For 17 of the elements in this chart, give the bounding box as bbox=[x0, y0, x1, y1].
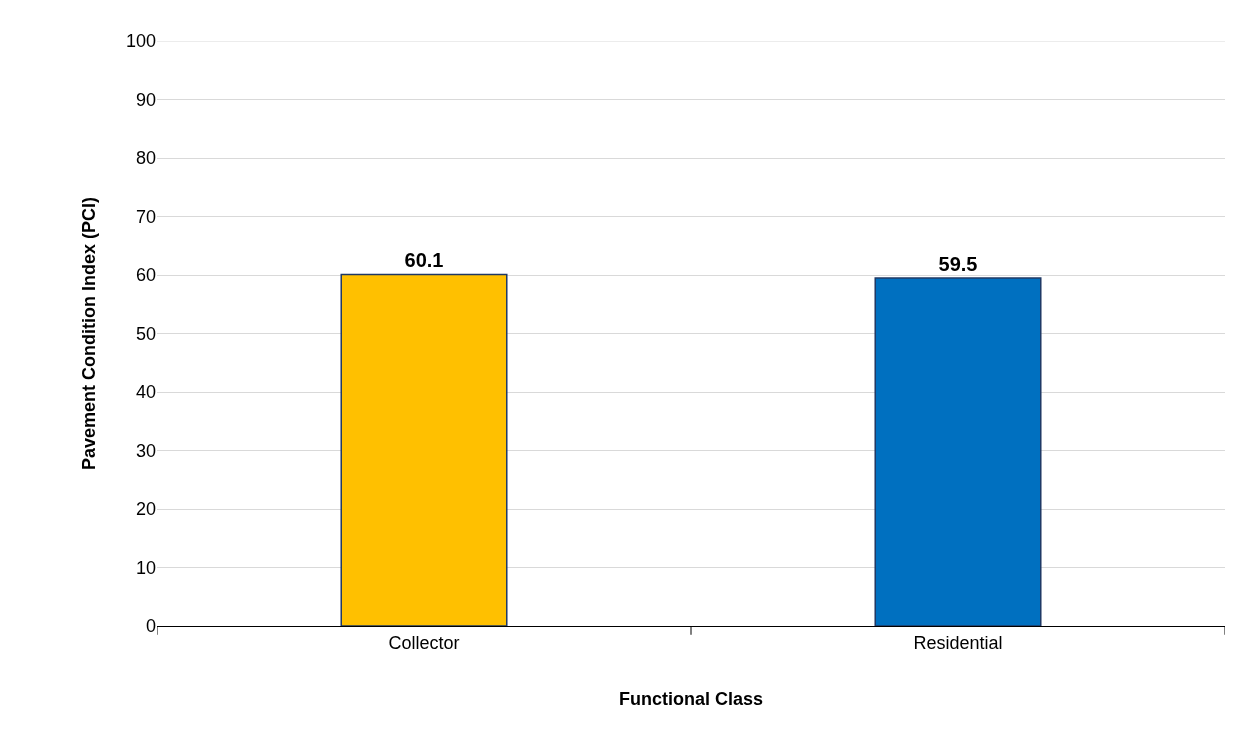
y-tick-label: 0 bbox=[145, 616, 156, 637]
data-label: 59.5 bbox=[938, 252, 978, 275]
y-tick-label: 100 bbox=[125, 31, 156, 52]
data-label: 60.1 bbox=[404, 249, 444, 272]
y-tick-label: 90 bbox=[135, 89, 156, 110]
x-axis-title: Functional Class bbox=[618, 688, 764, 709]
y-axis-title: Pavement Condition Index (PCI) bbox=[79, 196, 100, 471]
y-tick-label: 60 bbox=[135, 265, 156, 286]
y-tick-label: 80 bbox=[135, 148, 156, 169]
y-tick-label: 10 bbox=[135, 557, 156, 578]
y-tick-label: 20 bbox=[135, 499, 156, 520]
x-tick-label: Collector bbox=[388, 632, 460, 653]
y-tick-label: 50 bbox=[135, 323, 156, 344]
y-tick-label: 70 bbox=[135, 206, 156, 227]
y-tick-label: 30 bbox=[135, 440, 156, 461]
y-tick-label: 40 bbox=[135, 382, 156, 403]
x-tick-label: Residential bbox=[913, 632, 1003, 653]
